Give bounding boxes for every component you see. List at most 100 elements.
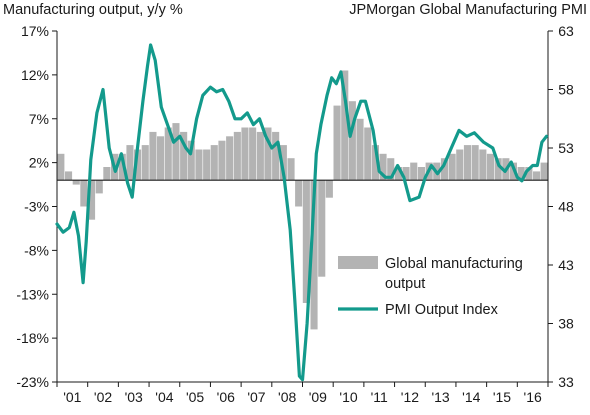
output-bar	[302, 180, 310, 303]
x-tick-label: '09	[309, 389, 327, 405]
left-axis: 17% 12% 7% 2% -3% -8% -13% -18% -23%	[16, 23, 57, 390]
output-bar	[525, 167, 533, 181]
output-bar	[218, 140, 226, 181]
x-tick-label: '15	[493, 389, 511, 405]
right-axis: 63 58 53 48 43 38 33	[548, 23, 574, 390]
output-bar	[471, 145, 479, 181]
output-bar	[394, 167, 402, 181]
left-tick-label: 12%	[21, 67, 49, 83]
output-bar	[195, 149, 203, 181]
output-bar	[134, 149, 142, 181]
output-bar	[364, 127, 372, 181]
output-bar	[348, 101, 356, 181]
right-tick-label: 48	[558, 199, 574, 215]
output-bar	[456, 149, 464, 181]
output-bar	[356, 118, 364, 181]
output-bar	[256, 131, 264, 181]
output-bar	[164, 127, 172, 181]
right-axis-title: JPMorgan Global Manufacturing PMI	[349, 2, 587, 18]
output-bar	[295, 180, 303, 207]
x-tick-label: '07	[247, 389, 265, 405]
output-bar	[187, 140, 195, 181]
x-tick-label: '10	[339, 389, 357, 405]
output-bar	[180, 131, 188, 181]
legend-line-label: PMI Output Index	[385, 302, 499, 318]
x-tick-label: '14	[462, 389, 480, 405]
output-bar	[95, 180, 103, 194]
output-bar	[494, 158, 502, 181]
output-bar	[126, 145, 134, 181]
output-bar	[249, 127, 257, 181]
x-tick-label: '13	[431, 389, 449, 405]
legend-bar-label-line1: Global manufacturing	[385, 256, 523, 272]
legend-bar-label-line2: output	[385, 276, 425, 292]
output-bar	[287, 158, 295, 181]
x-tick-label: '12	[401, 389, 419, 405]
output-bar	[279, 145, 287, 181]
output-bar	[379, 153, 387, 181]
output-bar	[203, 149, 211, 181]
legend-bar-swatch	[338, 256, 378, 269]
x-tick-label: '05	[186, 389, 204, 405]
left-tick-label: -13%	[16, 286, 49, 302]
right-tick-label: 63	[558, 23, 574, 39]
output-bar	[103, 167, 111, 181]
output-bar	[333, 105, 341, 181]
right-tick-label: 53	[558, 140, 574, 156]
x-tick-label: '02	[94, 389, 112, 405]
output-bar	[417, 167, 425, 181]
x-tick-label: '08	[278, 389, 296, 405]
output-bar	[118, 153, 126, 181]
output-bar	[149, 131, 157, 181]
x-tick-label: '01	[63, 389, 81, 405]
x-tick-label: '03	[125, 389, 143, 405]
x-tick-label: '06	[217, 389, 235, 405]
output-bar	[540, 162, 548, 181]
left-tick-label: 7%	[29, 111, 49, 127]
output-bar	[448, 153, 456, 181]
left-tick-label: -23%	[16, 374, 49, 390]
output-bar	[479, 149, 487, 181]
right-tick-label: 38	[558, 316, 574, 332]
left-tick-label: -8%	[24, 242, 49, 258]
output-bar	[65, 171, 73, 181]
x-tick-label: '16	[524, 389, 542, 405]
output-bar	[272, 131, 280, 181]
output-bar	[88, 180, 96, 220]
output-bar	[387, 158, 395, 181]
x-tick-label: '04	[155, 389, 173, 405]
output-bar	[80, 180, 88, 207]
output-bar	[226, 136, 234, 181]
output-bar	[533, 171, 541, 181]
output-bar	[402, 167, 410, 181]
output-bar	[371, 145, 379, 181]
left-tick-label: 2%	[29, 155, 49, 171]
output-bar	[172, 123, 180, 181]
output-bar	[517, 167, 525, 181]
output-bar	[440, 158, 448, 181]
output-bar	[410, 162, 418, 181]
left-tick-label: -3%	[24, 199, 49, 215]
output-bar	[310, 180, 318, 330]
right-tick-label: 58	[558, 82, 574, 98]
chart-frame	[56, 31, 549, 383]
left-axis-title: Manufacturing output, y/y %	[3, 2, 183, 18]
left-tick-label: 17%	[21, 23, 49, 39]
output-bar	[325, 180, 333, 198]
output-bar	[241, 127, 249, 181]
pmi-output-line	[55, 43, 549, 382]
output-bar	[264, 127, 272, 181]
output-bar	[463, 145, 471, 181]
left-tick-label: -18%	[16, 330, 49, 346]
pmi-line-layer	[55, 43, 549, 382]
output-bar	[233, 131, 241, 181]
output-bar	[157, 136, 165, 181]
output-bar	[210, 145, 218, 181]
output-bar	[318, 180, 326, 277]
legend: Global manufacturing output PMI Output Ind…	[338, 256, 523, 318]
output-bars	[57, 70, 548, 330]
right-tick-label: 33	[558, 374, 574, 390]
right-tick-label: 43	[558, 257, 574, 273]
x-tick-label: '11	[371, 389, 388, 405]
